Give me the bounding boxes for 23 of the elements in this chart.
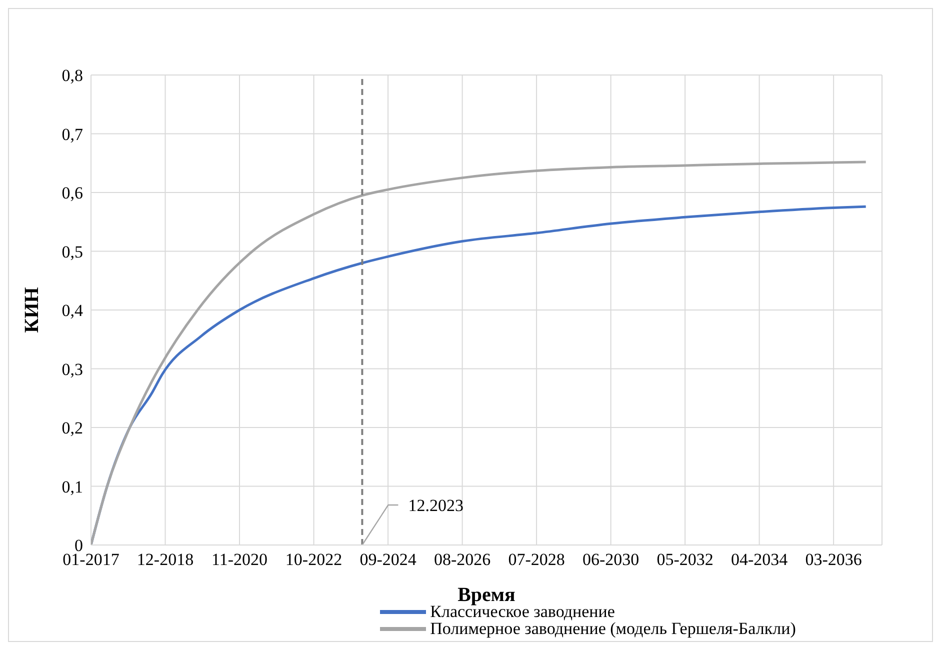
x-tick-label: 01-2017 [62, 550, 120, 570]
y-tick-label: 0,7 [62, 124, 84, 144]
ref-line-label: 12.2023 [408, 496, 464, 515]
x-tick-label: 12-2018 [136, 550, 194, 570]
y-axis-title: КИН [21, 286, 44, 333]
y-tick-label: 0,1 [62, 477, 83, 496]
x-tick-label: 07-2028 [508, 550, 565, 570]
x-axis-title: Время [458, 584, 516, 606]
x-tick-label: 04-2034 [730, 550, 788, 570]
x-tick-label: 05-2032 [656, 550, 714, 570]
x-tick-label: 03-2036 [805, 550, 862, 570]
x-tick-label: 10-2022 [285, 550, 342, 570]
y-tick-label: 0,6 [62, 184, 83, 203]
x-tick-label: 08-2026 [434, 550, 491, 570]
y-tick-label: 0,8 [62, 66, 83, 86]
y-tick-label: 0,5 [62, 242, 83, 262]
x-tick-label: 11-2020 [212, 550, 268, 570]
y-tick-label: 0,4 [62, 301, 84, 320]
x-tick-label: 06-2030 [582, 550, 640, 570]
y-tick-label: 0,3 [62, 360, 83, 379]
y-tick-label: 0,2 [62, 418, 83, 438]
x-tick-label: 09-2024 [360, 550, 417, 570]
legend-label: Полимерное заводнение (модель Гершеля-Балкли) [430, 619, 796, 638]
